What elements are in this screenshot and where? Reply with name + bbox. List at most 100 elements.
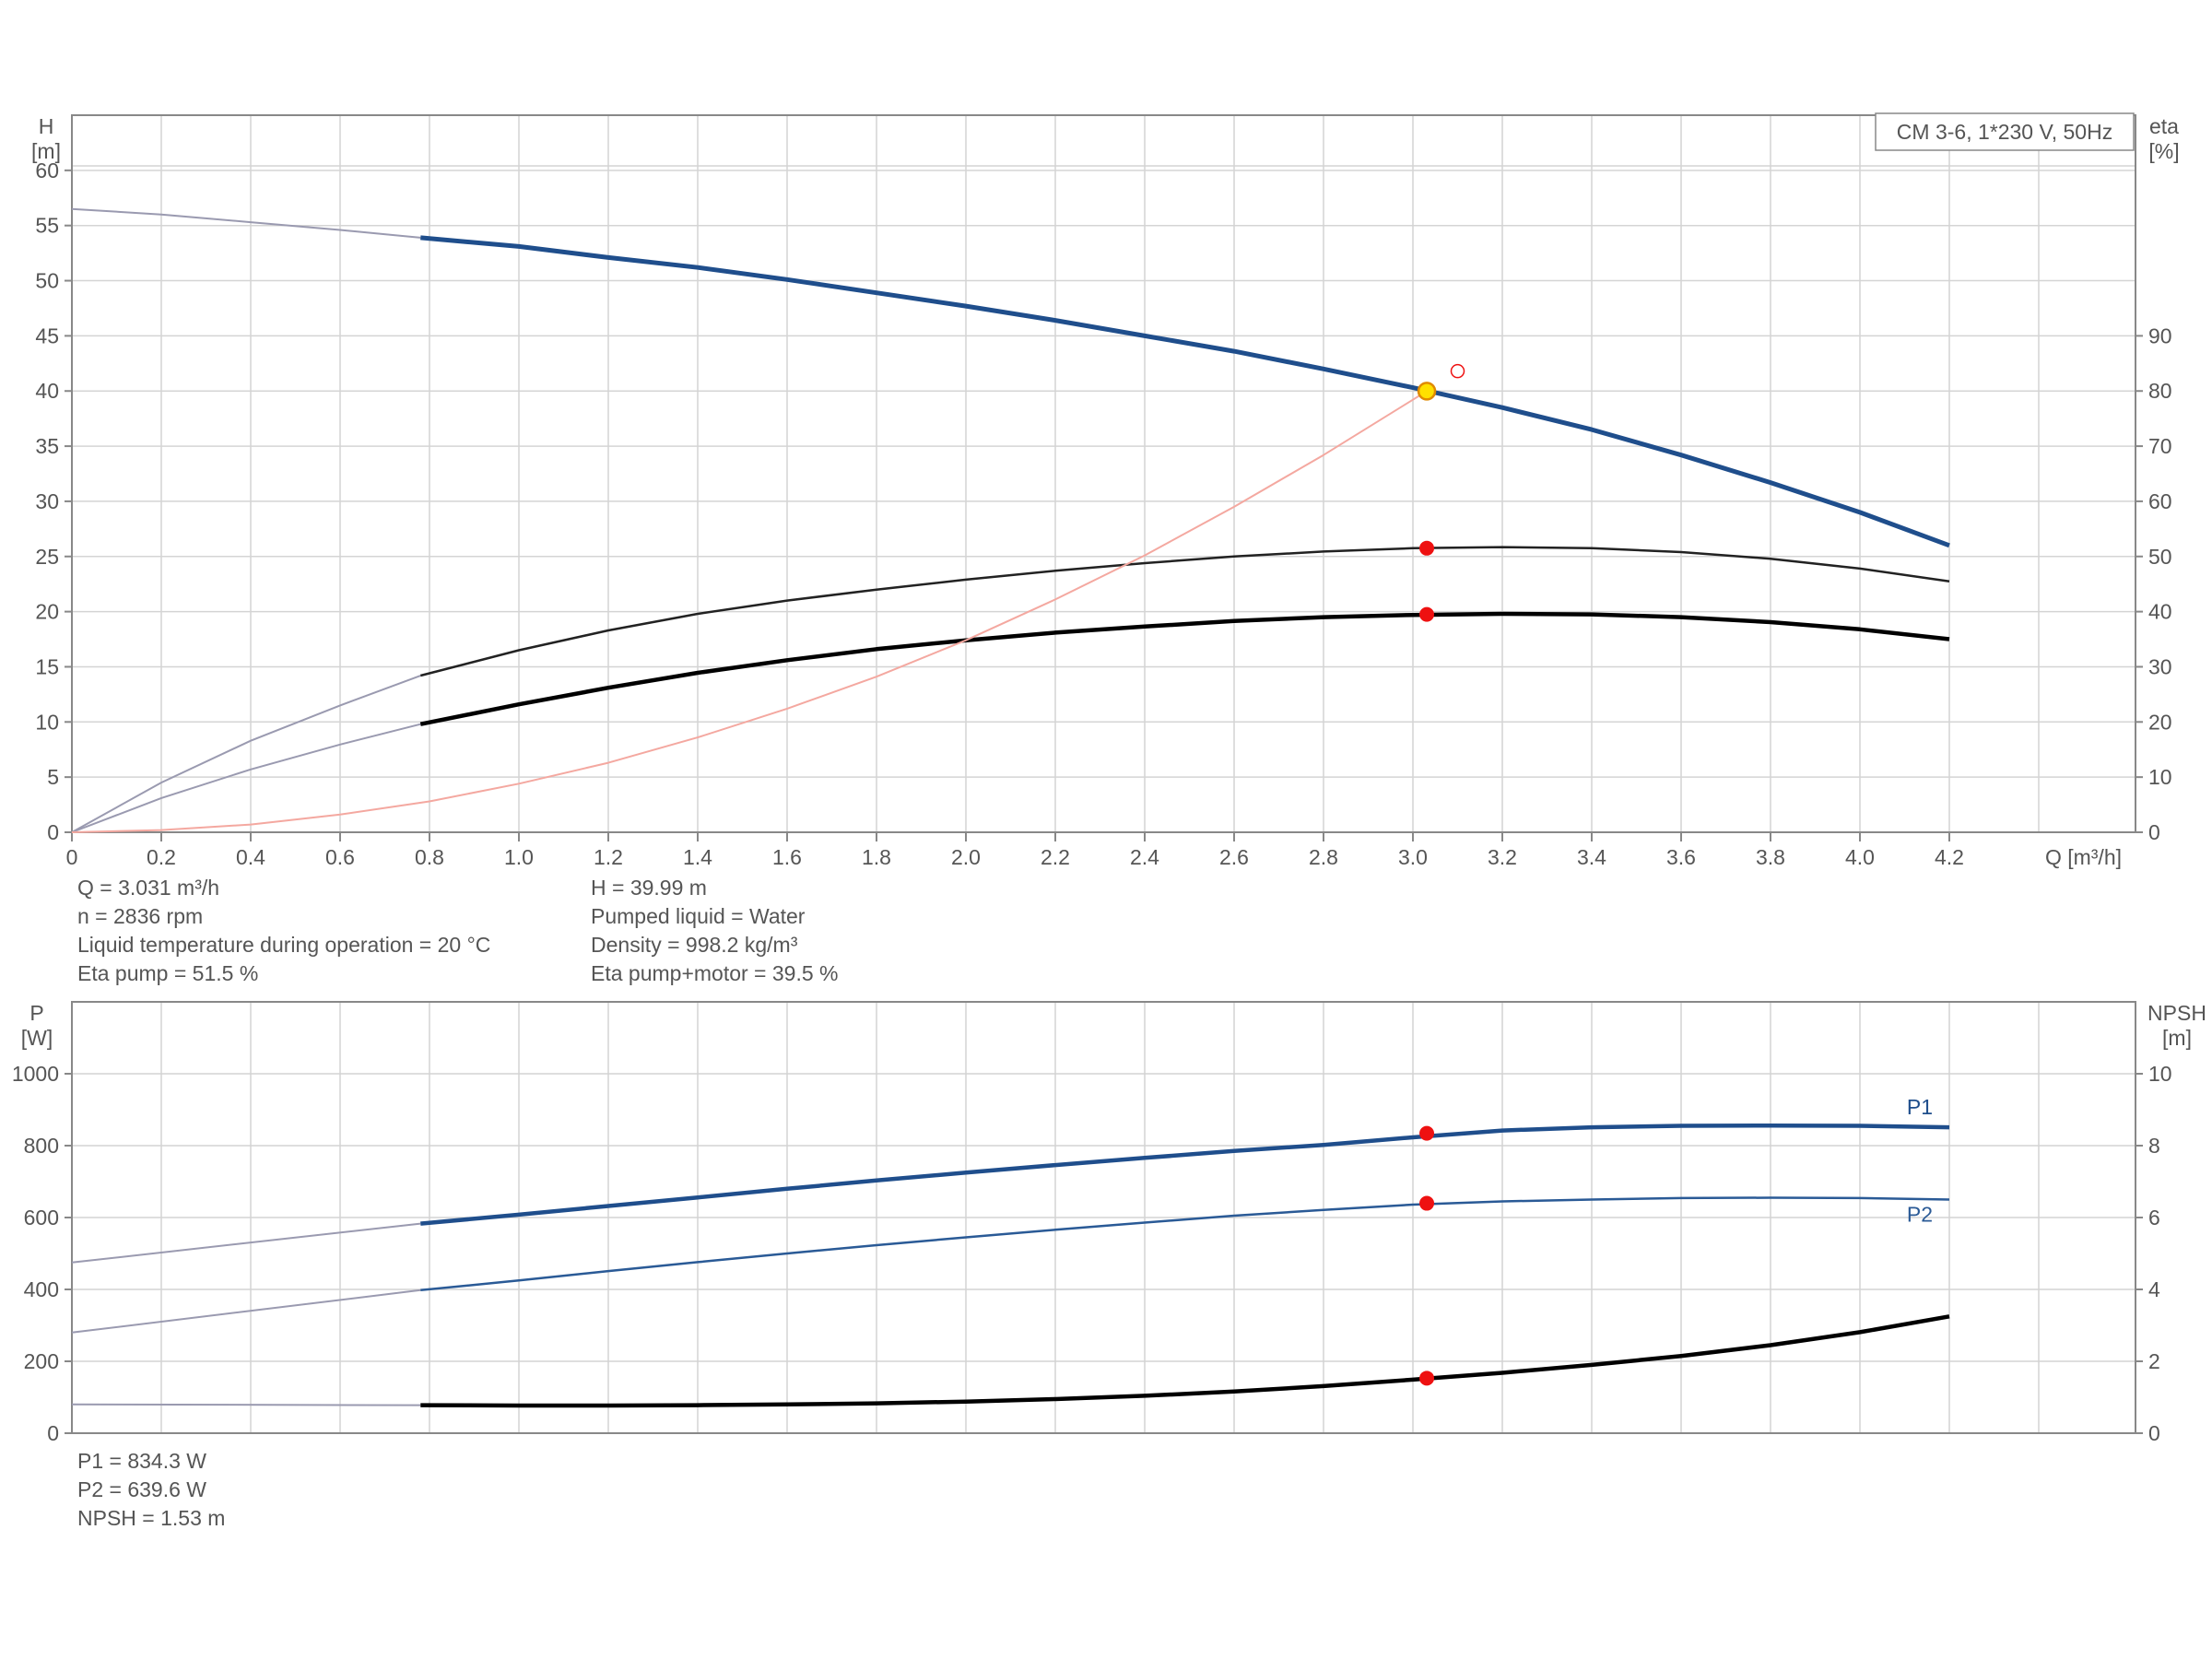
right-axis-tick-label: 40 — [2148, 600, 2172, 624]
x-axis-tick-label: 0.2 — [147, 845, 176, 869]
left-axis-tick-label: 200 — [24, 1349, 59, 1373]
right-axis-tick-label: 0 — [2148, 820, 2160, 844]
x-axis-tick-label: 0.6 — [325, 845, 355, 869]
left-axis-unit: [m] — [31, 139, 61, 163]
right-axis-unit: [%] — [2148, 139, 2179, 163]
left-axis-tick-label: 0 — [47, 1421, 59, 1445]
left-axis-label: P — [29, 1001, 43, 1025]
right-axis-tick-label: 30 — [2148, 654, 2172, 678]
duty-point-eta-pump — [1419, 540, 1435, 556]
duty-point-p2 — [1419, 1195, 1435, 1211]
x-axis-tick-label: 2.8 — [1309, 845, 1338, 869]
x-axis-tick-label: 4.2 — [1935, 845, 1964, 869]
info-head: H = 39.99 m — [591, 876, 707, 900]
curve-extension-H — [71, 207, 421, 239]
left-axis-tick-label: 600 — [24, 1206, 59, 1230]
x-axis-tick-label: 2.4 — [1130, 845, 1159, 869]
left-axis-label: H — [39, 114, 54, 138]
series-label-P1: P1 — [1907, 1095, 1933, 1119]
head-efficiency-panel: 0 5 10 15 20 25 30 35 40 45 50 55 60 H[m] 0 10 20 30 40 50 6… — [31, 112, 2180, 869]
left-axis-tick-label: 10 — [35, 710, 59, 734]
curve-extension-P1 — [71, 1222, 421, 1264]
curve-extension-P2 — [71, 1288, 421, 1334]
right-axis-tick-label: 6 — [2148, 1206, 2160, 1230]
legend-pump-model: CM 3-6, 1*230 V, 50Hz — [1897, 120, 2112, 144]
right-axis-tick-label: 4 — [2148, 1277, 2160, 1301]
x-axis-tick-label: 3.2 — [1488, 845, 1517, 869]
x-axis-tick-label: 2.6 — [1219, 845, 1249, 869]
left-axis-tick-label: 5 — [47, 765, 59, 789]
info-p2: P2 = 639.6 W — [77, 1477, 206, 1501]
left-axis-tick-label: 35 — [35, 434, 59, 458]
requested-point-marker — [1450, 363, 1465, 379]
series-label-P2: P2 — [1907, 1203, 1933, 1227]
curve-system_curve — [71, 390, 1428, 833]
curve-extension-eta_pump_motor — [71, 723, 421, 833]
curve-extension-NPSH — [71, 1403, 421, 1406]
right-axis-tick-label: 10 — [2148, 1062, 2172, 1086]
left-axis-tick-label: 15 — [35, 654, 59, 678]
duty-info-power: P1 = 834.3 W P2 = 639.6 W NPSH = 1.53 m — [77, 1447, 225, 1533]
left-axis-tick-label: 60 — [35, 159, 59, 182]
right-axis-tick-label: 10 — [2148, 765, 2172, 789]
right-axis-tick-label: 60 — [2148, 489, 2172, 513]
x-axis-tick-label: 1.2 — [594, 845, 623, 869]
right-axis-tick-label: 90 — [2148, 324, 2172, 347]
curve-extension-eta_pump — [71, 675, 421, 833]
right-axis-tick-label: 2 — [2148, 1349, 2160, 1373]
power-npsh-panel: 0 200 400 600 800 1000 P[W] 0 2 4 6 8 10 NPSH[m] P1 P2 — [12, 1001, 2206, 1445]
legend-box — [1875, 112, 2135, 151]
left-axis-tick-label: 400 — [24, 1277, 59, 1301]
curve-P1 — [420, 1123, 1950, 1226]
info-p1: P1 = 834.3 W — [77, 1449, 206, 1473]
left-axis-tick-label: 30 — [35, 489, 59, 513]
x-axis-label: Q [m³/h] — [2045, 845, 2122, 869]
curve-eta_pump — [419, 546, 1950, 677]
info-npsh: NPSH = 1.53 m — [77, 1506, 226, 1530]
right-axis-tick-label: 70 — [2148, 434, 2172, 458]
curve-NPSH — [420, 1314, 1950, 1408]
right-axis-label: NPSH — [2147, 1001, 2206, 1025]
right-axis-tick-label: 80 — [2148, 379, 2172, 403]
duty-point-p1 — [1419, 1125, 1435, 1141]
info-flow: Q = 3.031 m³/h — [77, 876, 220, 900]
info-eta-pump-motor: Eta pump+motor = 39.5 % — [591, 961, 839, 985]
duty-info-right: H = 39.99 m Pumped liquid = Water Densit… — [591, 874, 839, 988]
x-axis-tick-label: 2.0 — [951, 845, 981, 869]
right-axis-unit: [m] — [2162, 1026, 2192, 1050]
info-liquid-temperature: Liquid temperature during operation = 20… — [77, 933, 491, 957]
x-axis-tick-label: 0.8 — [415, 845, 444, 869]
x-axis-tick-label: 2.2 — [1041, 845, 1070, 869]
duty-point-head — [1417, 382, 1437, 401]
duty-point-eta-pump-motor — [1419, 606, 1435, 622]
x-axis-tick-label: 1.6 — [772, 845, 802, 869]
left-axis-tick-label: 800 — [24, 1134, 59, 1158]
duty-info-left: Q = 3.031 m³/h n = 2836 rpm Liquid tempe… — [77, 874, 490, 988]
left-axis-tick-label: 50 — [35, 269, 59, 293]
left-axis-tick-label: 40 — [35, 379, 59, 403]
duty-point-npsh — [1419, 1371, 1435, 1386]
left-axis-tick-label: 20 — [35, 600, 59, 624]
right-axis-tick-label: 20 — [2148, 710, 2172, 734]
x-axis-tick-label: 3.4 — [1577, 845, 1606, 869]
left-axis-tick-label: 55 — [35, 214, 59, 238]
left-axis-tick-label: 0 — [47, 820, 59, 844]
info-pumped-liquid: Pumped liquid = Water — [591, 904, 806, 928]
x-axis-tick-label: 1.4 — [683, 845, 712, 869]
x-axis-tick-label: 0 — [66, 845, 78, 869]
info-eta-pump: Eta pump = 51.5 % — [77, 961, 259, 985]
x-axis-tick-label: 4.0 — [1845, 845, 1875, 869]
right-axis-tick-label: 50 — [2148, 545, 2172, 569]
curve-H — [420, 235, 1950, 548]
curve-P2 — [420, 1196, 1950, 1292]
left-axis-unit: [W] — [21, 1026, 53, 1050]
x-axis-tick-label: 1.8 — [862, 845, 891, 869]
x-axis-tick-label: 3.0 — [1398, 845, 1428, 869]
x-axis-tick-label: 0.4 — [236, 845, 265, 869]
left-axis-tick-label: 1000 — [12, 1062, 59, 1086]
left-axis-tick-label: 45 — [35, 324, 59, 347]
curve-eta_pump_motor — [419, 611, 1950, 726]
x-axis-tick-label: 3.8 — [1756, 845, 1785, 869]
x-axis-tick-label: 1.0 — [504, 845, 534, 869]
